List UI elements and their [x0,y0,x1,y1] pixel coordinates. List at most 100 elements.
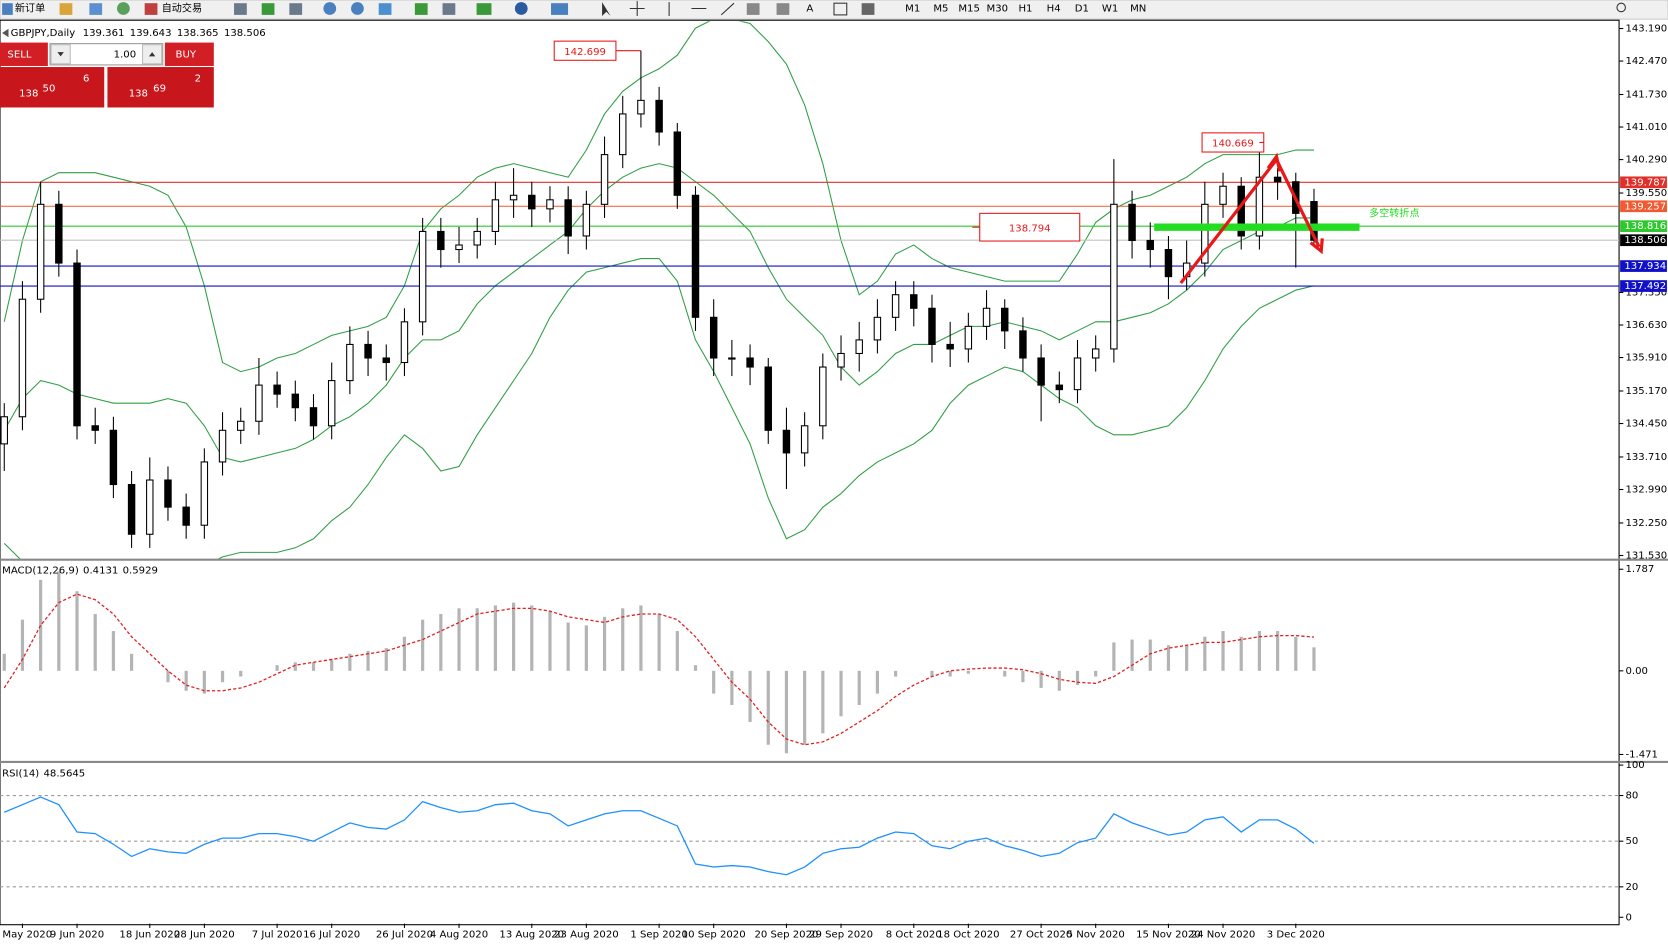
level-label: 138.816 [1624,221,1666,232]
lot-input[interactable] [49,43,164,66]
x-tick-label: 15 Nov 2020 [1136,929,1201,940]
y-tick-label: 132.250 [1625,518,1667,529]
icon[interactable] [1616,2,1626,13]
macd-bar [202,670,206,694]
buy-price-box[interactable] [107,67,214,108]
candle-body [1146,239,1154,251]
tool-icons: A [234,1,1626,16]
icon[interactable] [323,2,337,15]
rsi-value: 48.5645 [44,769,86,780]
rsi-panel [0,795,1620,888]
y-tick-label: 133.710 [1625,452,1667,463]
sell-price-box[interactable] [0,67,105,108]
icon[interactable] [861,3,875,15]
macd-bar [330,659,334,671]
icon[interactable] [378,3,392,15]
icon[interactable] [144,3,158,15]
timeframe-button[interactable]: M5 [933,4,948,15]
candle-body [273,384,281,395]
buy-label[interactable]: BUY [176,49,197,60]
collapse-icon[interactable] [2,28,9,38]
icon[interactable] [514,2,528,15]
timeframe-button[interactable]: D1 [1075,4,1089,15]
icon[interactable]: A [806,4,813,15]
icon [148,52,156,57]
candle-body [873,316,882,341]
icon[interactable] [351,2,364,15]
indicator-name: RSI(14) [2,769,39,780]
icon[interactable] [833,2,848,16]
icon[interactable] [476,3,492,15]
macd-bar [2,653,6,671]
macd-bar [475,608,479,671]
timeframe-button[interactable]: M15 [958,4,980,15]
icon[interactable] [117,2,130,15]
macd-bar [621,608,625,671]
trade-panel: SELL 1.00 BUY 138 50 6 138 69 2 [0,42,214,108]
macd-bar [75,591,79,671]
icon[interactable] [261,3,275,15]
candle-body [1019,330,1027,359]
macd-bar [111,631,115,671]
icon[interactable] [59,3,73,15]
candle-body [782,429,791,454]
macd-bar [730,670,734,705]
icon[interactable] [234,3,247,15]
timeframe-button[interactable]: M1 [905,4,920,15]
candle-body [418,230,427,323]
timeframe-button[interactable]: H1 [1018,4,1032,15]
icon[interactable] [442,3,456,15]
icon[interactable] [2,3,13,15]
macd-bar [93,613,97,671]
candle-body [182,506,190,526]
timeframe-button[interactable]: H4 [1047,4,1061,15]
candle-body [528,194,536,210]
macd-bar [1039,670,1043,688]
icon[interactable] [289,3,303,15]
candle-body [382,357,390,364]
timeframe-button[interactable]: MN [1130,4,1146,15]
candle-body [946,343,954,350]
macd-bar [1185,645,1189,671]
macd-bar [1094,670,1098,677]
macd-bar [857,670,861,705]
candle-body [746,357,754,368]
lot-value[interactable]: 1.00 [114,49,136,60]
candle-body [728,357,736,360]
icon[interactable] [89,3,103,15]
y-tick-label: 132.990 [1625,485,1667,496]
candle-body [1164,248,1173,278]
buy-button[interactable] [164,42,214,66]
candle-body [1255,176,1264,237]
candle-body [1073,357,1082,391]
sell-button[interactable] [0,42,48,66]
icon[interactable] [414,3,428,15]
macd-bar [566,622,570,671]
icon[interactable] [602,2,611,16]
icon[interactable] [668,2,735,16]
timeframe-button[interactable]: W1 [1102,4,1118,15]
candle-body [637,99,645,115]
candle-body [910,294,918,309]
macd-bar [675,631,679,671]
icon[interactable] [551,3,569,15]
macd-bar [220,670,225,683]
candle-body [1110,203,1118,350]
macd-bar [803,670,807,745]
toolbar-button[interactable]: 新订单 [15,2,45,15]
macd-value: 0.4131 [83,565,118,576]
toolbar-button[interactable]: 自动交易 [162,2,202,15]
icon[interactable] [776,3,790,15]
icon[interactable] [629,1,645,16]
macd-bar [184,670,188,691]
buy-price-big: 138 [129,89,148,100]
sell-price-big: 138 [19,89,38,100]
icon[interactable] [746,3,760,15]
macd-bar [366,650,370,671]
y-tick-label: 141.010 [1625,122,1667,133]
timeframe-button[interactable]: M30 [987,4,1009,15]
candle-body [36,203,45,300]
sell-label[interactable]: SELL [7,49,31,60]
macd-bar [712,670,716,694]
candle-body [673,131,682,196]
